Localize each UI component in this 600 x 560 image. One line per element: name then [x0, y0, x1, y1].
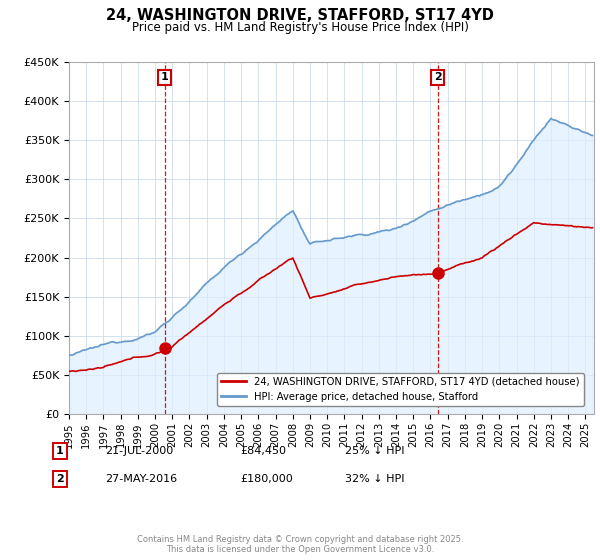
Text: Contains HM Land Registry data © Crown copyright and database right 2025.
This d: Contains HM Land Registry data © Crown c…	[137, 535, 463, 554]
Text: 2: 2	[434, 72, 442, 82]
Legend: 24, WASHINGTON DRIVE, STAFFORD, ST17 4YD (detached house), HPI: Average price, d: 24, WASHINGTON DRIVE, STAFFORD, ST17 4YD…	[217, 373, 584, 406]
Text: 2: 2	[56, 474, 64, 484]
Text: £180,000: £180,000	[240, 474, 293, 484]
Text: 1: 1	[161, 72, 169, 82]
Text: Price paid vs. HM Land Registry's House Price Index (HPI): Price paid vs. HM Land Registry's House …	[131, 21, 469, 34]
Text: 24, WASHINGTON DRIVE, STAFFORD, ST17 4YD: 24, WASHINGTON DRIVE, STAFFORD, ST17 4YD	[106, 8, 494, 24]
Text: 27-MAY-2016: 27-MAY-2016	[105, 474, 177, 484]
Text: 21-JUL-2000: 21-JUL-2000	[105, 446, 173, 456]
Text: 1: 1	[56, 446, 64, 456]
Text: £84,450: £84,450	[240, 446, 286, 456]
Text: 25% ↓ HPI: 25% ↓ HPI	[345, 446, 404, 456]
Text: 32% ↓ HPI: 32% ↓ HPI	[345, 474, 404, 484]
